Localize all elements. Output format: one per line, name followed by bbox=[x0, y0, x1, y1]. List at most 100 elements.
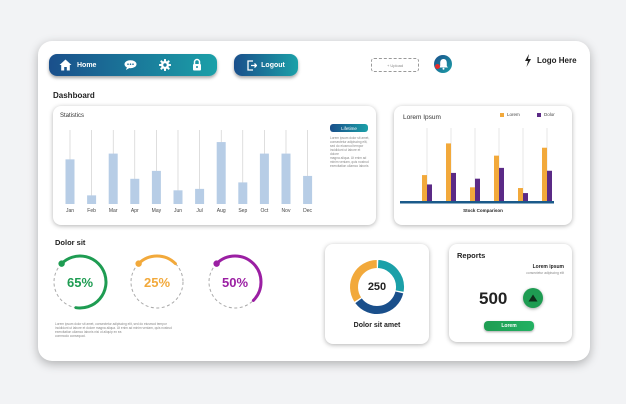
donut-segment bbox=[355, 291, 404, 314]
note-line: consectetur adipiscing elit, bbox=[330, 140, 368, 144]
donut-chart bbox=[350, 260, 404, 314]
lorem-ipsum-title: Lorem Ipsum bbox=[403, 114, 441, 121]
logout-icon bbox=[247, 59, 258, 71]
ring-knob bbox=[135, 260, 142, 267]
logo-icon bbox=[525, 54, 531, 67]
main-nav-bar: Home bbox=[49, 54, 217, 76]
stock-comparison-label: Stock Comparison bbox=[463, 208, 503, 213]
ring-percent: 65% bbox=[67, 275, 93, 290]
stat-bar bbox=[87, 195, 97, 204]
comp-bar bbox=[547, 170, 552, 201]
lorem-ipsum-card: Lorem Ipsum Lorem Dolor Stock Comparison bbox=[394, 106, 572, 225]
legend-dolor: Dolor bbox=[537, 112, 555, 117]
logout-label: Logout bbox=[261, 61, 285, 69]
brand: Logo Here bbox=[524, 54, 577, 67]
logout-button[interactable]: Logout bbox=[234, 54, 298, 76]
chat-icon[interactable] bbox=[124, 60, 137, 70]
donut-segment bbox=[377, 260, 404, 292]
comp-bar bbox=[446, 143, 451, 201]
month-label: Mar bbox=[109, 208, 118, 214]
stat-bar bbox=[303, 175, 313, 204]
month-label: Jul bbox=[196, 208, 202, 214]
month-label: Dec bbox=[303, 208, 312, 214]
reports-value: 500 bbox=[479, 289, 508, 308]
notification-dot bbox=[435, 64, 440, 69]
legend-label: Lorem bbox=[507, 112, 520, 117]
legend-swatch bbox=[500, 112, 504, 117]
note-line: Lorem ipsum dolor sit amet, bbox=[330, 136, 370, 140]
month-label: Sep bbox=[238, 208, 247, 214]
comp-bar bbox=[422, 175, 427, 201]
arrow-up-icon bbox=[528, 294, 538, 302]
ring-knob bbox=[58, 260, 65, 267]
note-line: commodo consequat. bbox=[55, 334, 86, 338]
lifetime-label: Lifetime bbox=[341, 125, 357, 131]
month-label: Aug bbox=[217, 208, 226, 214]
comp-bar bbox=[499, 167, 504, 201]
dolor-title: Dolor sit bbox=[55, 238, 86, 247]
legend-lorem: Lorem bbox=[500, 112, 520, 117]
gear-icon[interactable] bbox=[159, 59, 171, 71]
statistics-card: Statistics Lifetime Lorem ipsum dolor si… bbox=[53, 106, 376, 225]
reports-subtitle: Lorem ipsum bbox=[532, 264, 564, 270]
reports-lorem-button[interactable]: Lorem bbox=[484, 321, 534, 331]
comp-bar bbox=[494, 155, 499, 201]
lock-icon[interactable] bbox=[192, 58, 202, 71]
dashboard-title: Dashboard bbox=[53, 91, 95, 100]
reports-subtext: consectetur adipiscing elit bbox=[526, 271, 564, 275]
stock-comparison-chart bbox=[400, 128, 554, 204]
ring-progress bbox=[215, 254, 263, 302]
statistics-note: Lorem ipsum dolor sit amet, consectetur … bbox=[330, 136, 370, 168]
donut-value: 250 bbox=[367, 281, 387, 293]
month-label: Feb bbox=[87, 208, 96, 214]
comp-bar bbox=[518, 188, 523, 201]
month-label: Apr bbox=[131, 208, 139, 214]
month-label: Oct bbox=[261, 208, 269, 214]
upload-button[interactable]: + Upload bbox=[371, 58, 419, 72]
comp-bar bbox=[427, 184, 432, 201]
stat-bar bbox=[108, 153, 118, 204]
donut-segment bbox=[350, 260, 378, 302]
note-line: exercitation ullamco laboris nisi ut ali… bbox=[55, 330, 122, 334]
note-line: minim veniam, quis nostrud bbox=[330, 160, 369, 164]
stat-bar bbox=[65, 159, 75, 204]
comp-bar bbox=[475, 178, 480, 201]
reports-lorem-label: Lorem bbox=[501, 323, 517, 329]
statistics-title: Statistics bbox=[60, 113, 85, 119]
ring-progress bbox=[137, 254, 177, 266]
note-line: sed do eiusmod tempor bbox=[330, 144, 364, 148]
notification-icon bbox=[439, 59, 448, 70]
comp-bar bbox=[542, 147, 547, 201]
stat-bar bbox=[238, 182, 248, 204]
comp-bar bbox=[470, 187, 475, 201]
spacer bbox=[50, 286, 60, 287]
note-line: magna aliqua. Ut enim ad bbox=[330, 156, 367, 160]
ring-percent: 25% bbox=[144, 275, 170, 290]
stat-bar bbox=[195, 188, 205, 204]
upload-label: + Upload bbox=[386, 62, 404, 68]
lifetime-badge[interactable]: Lifetime bbox=[330, 124, 368, 132]
ring-knob bbox=[213, 260, 220, 267]
stat-bar bbox=[173, 190, 183, 204]
notification-button[interactable] bbox=[434, 55, 452, 73]
ring-percent: 50% bbox=[222, 275, 248, 290]
month-label: Nov bbox=[282, 208, 291, 214]
trend-up-button[interactable] bbox=[523, 288, 543, 308]
stat-bar bbox=[130, 178, 140, 204]
brand-text: Logo Here bbox=[537, 56, 577, 65]
nav-home-label: Home bbox=[77, 61, 97, 69]
note-line: Lorem ipsum dolor sit amet, consectetur … bbox=[55, 322, 167, 326]
month-label: Jun bbox=[174, 208, 182, 214]
comp-bar bbox=[451, 172, 456, 201]
progress-rings: 65% 25% 50% bbox=[53, 254, 263, 310]
comp-bar bbox=[523, 193, 528, 201]
reports-card: Reports Lorem ipsum consectetur adipisci… bbox=[449, 244, 572, 342]
legend-label: Dolor bbox=[544, 112, 555, 117]
stat-bar bbox=[281, 153, 291, 204]
note-line: incididunt ut labore et dolore magna ali… bbox=[55, 326, 172, 330]
stat-bar bbox=[216, 142, 226, 204]
home-icon bbox=[59, 59, 72, 71]
nav-home[interactable]: Home bbox=[59, 54, 96, 76]
note-line: incididunt ut labore et dolore bbox=[330, 148, 361, 156]
comp-baseline bbox=[400, 201, 554, 204]
